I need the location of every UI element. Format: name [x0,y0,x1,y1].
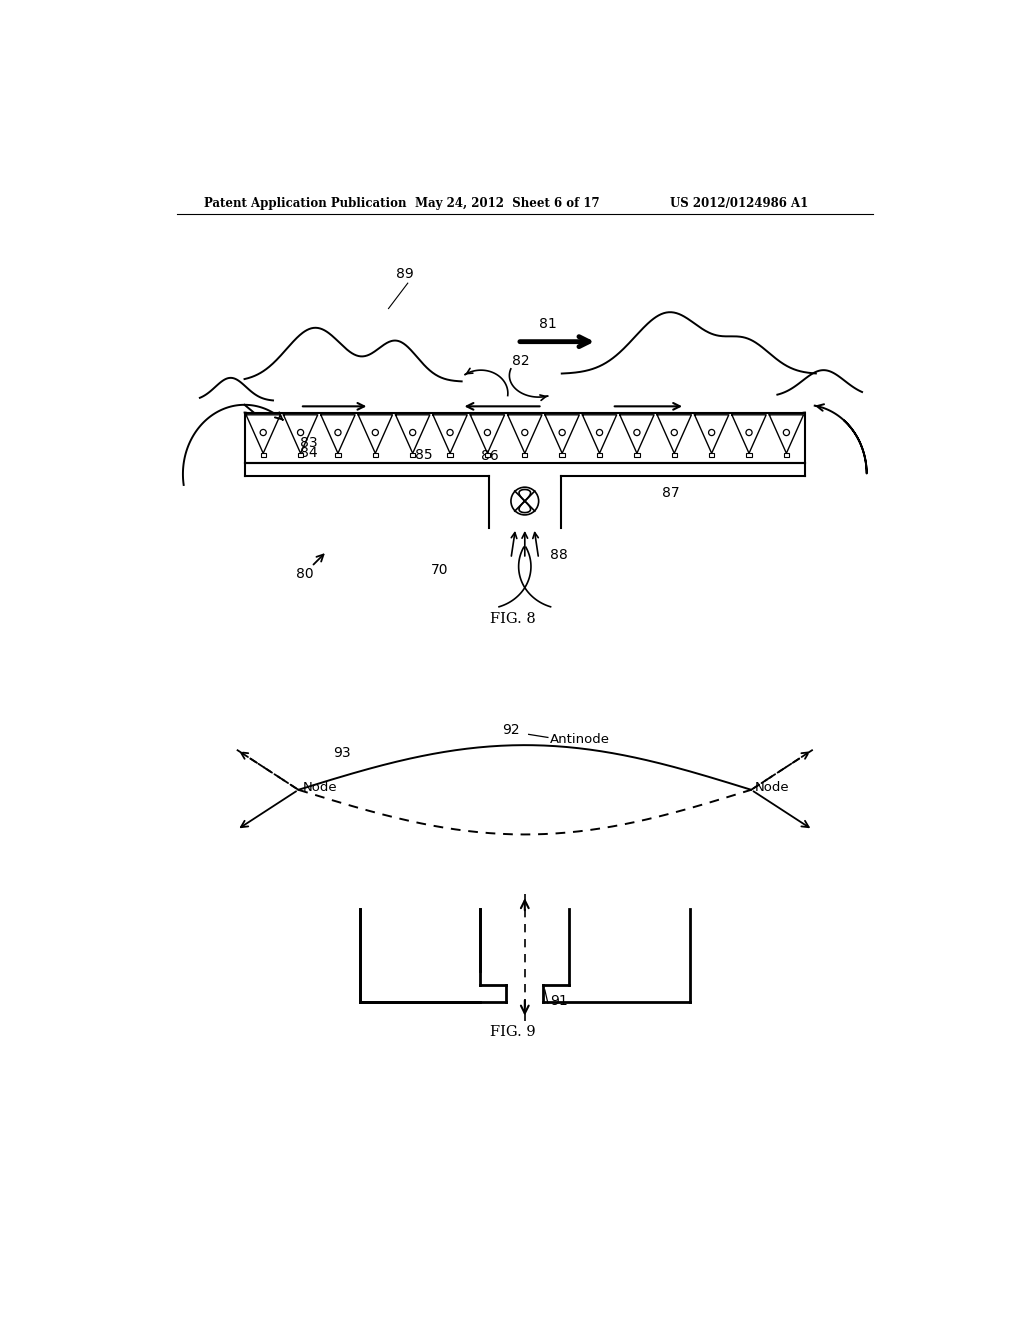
Text: FIG. 8: FIG. 8 [490,612,537,626]
Bar [709,453,715,457]
Bar [746,453,752,457]
Text: 85: 85 [416,447,433,462]
Bar [335,453,341,457]
Text: US 2012/0124986 A1: US 2012/0124986 A1 [670,197,808,210]
Text: 86: 86 [481,449,499,463]
Bar [597,453,602,457]
Text: 92: 92 [502,723,519,738]
Bar [410,453,416,457]
Text: May 24, 2012  Sheet 6 of 17: May 24, 2012 Sheet 6 of 17 [416,197,600,210]
Text: 80: 80 [296,568,313,581]
Bar [672,453,677,457]
Text: 93: 93 [333,747,350,760]
Bar [783,453,790,457]
Text: 89: 89 [396,267,414,281]
Text: FIG. 9: FIG. 9 [490,1026,536,1039]
Text: Node: Node [755,781,790,795]
Bar [484,453,490,457]
Bar [245,413,805,462]
Text: 70: 70 [431,564,449,577]
Text: 91: 91 [550,994,568,1008]
Text: 87: 87 [662,486,680,500]
Text: 83: 83 [300,436,317,450]
Bar [522,453,527,457]
Bar [634,453,640,457]
Text: Patent Application Publication: Patent Application Publication [204,197,407,210]
Bar [447,453,453,457]
Text: Antinode: Antinode [550,733,609,746]
Text: 82: 82 [512,354,529,368]
Text: Node: Node [302,781,337,795]
Text: 84: 84 [300,446,317,461]
Bar [298,453,303,457]
Text: 88: 88 [550,548,568,562]
Bar [559,453,565,457]
Text: 81: 81 [539,317,557,331]
Bar [373,453,378,457]
Bar [260,453,266,457]
